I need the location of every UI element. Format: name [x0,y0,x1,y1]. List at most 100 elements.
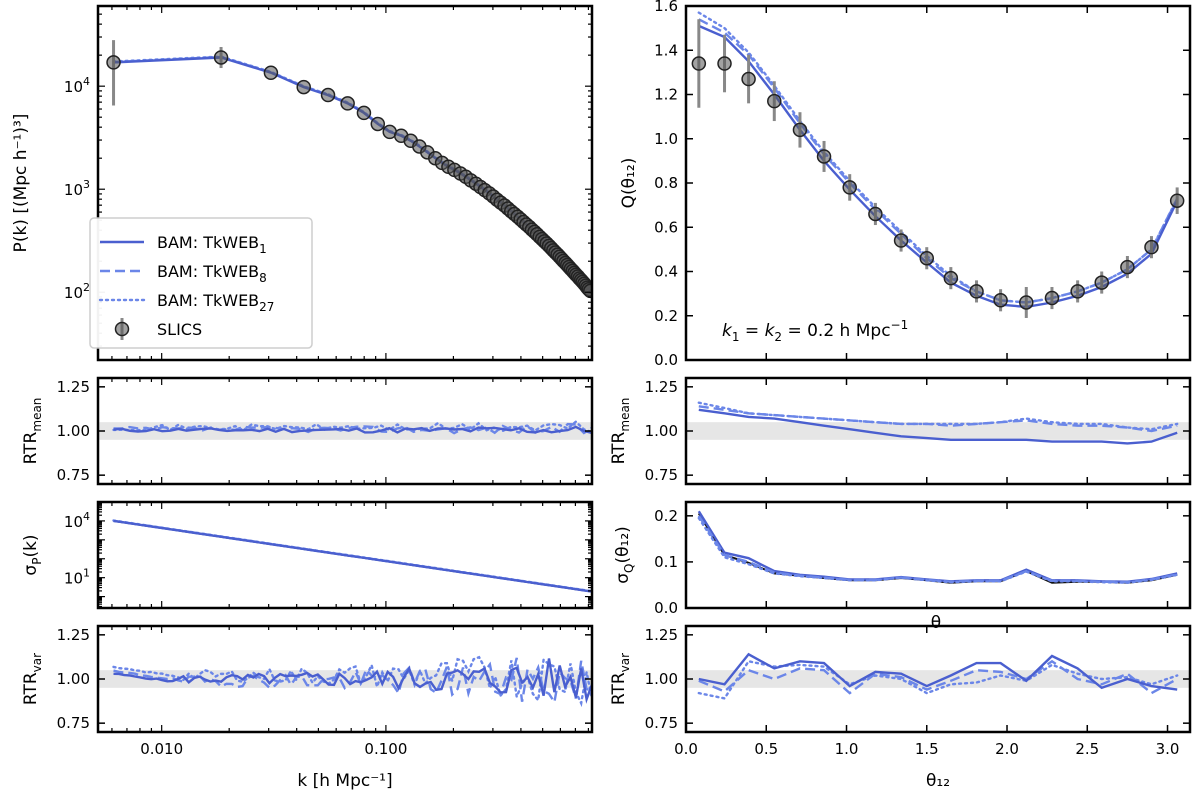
slics-point [106,55,121,70]
slics-point [842,180,857,195]
x-tick-label: 1.0 [835,740,859,758]
legend-label: BAM: TkWEB8 [157,262,267,285]
slics-point [816,149,832,164]
slics-point [356,105,372,121]
slics-point [340,96,355,111]
slics-point [691,56,707,71]
y-tick-label: 1.6 [654,0,678,15]
y-tick-label: 0.75 [57,466,90,484]
series-tkweb1 [113,425,592,435]
y-tick-label: 101 [64,567,90,588]
plot-area [98,420,592,440]
panel-q: 0.0 0.2 0.4 0.6 0.8 1.0 1.2 1.4 1.6 Q(θ₁₂) k1 = k2… [619,0,1192,369]
y-axis-label: RTRmean [609,398,632,465]
axes-frame [684,624,1192,734]
plot-area [112,519,592,593]
x-tick-label: 1.5 [915,740,939,758]
y-tick-label: 0.1 [654,553,678,571]
x-tick-label: 0.5 [754,740,778,758]
series-tkweb1 [113,519,592,593]
series-bam--tkweb8 [698,659,1178,695]
y-tick-label: 0.75 [645,714,678,732]
axes-frame [96,624,594,734]
y-tick-label: 1.25 [645,378,678,396]
panel-sigma_pk: 101 104 σP(k) [21,500,594,610]
y-tick-label: 1.00 [645,670,678,688]
series-tkweb1 [113,658,592,704]
slics-point [1144,239,1159,255]
y-tick-label: 1.25 [57,378,90,396]
slics-point [583,283,592,299]
panel-rtr_var_q: 0.75 1.00 1.25 RTRvar 0.0 0.5 1.0 1.5 2.0 2.5 3.0 θ… [609,624,1192,791]
series-bam--tkweb8 [698,405,1178,433]
slics-point [969,284,984,299]
y-tick-label: 1.00 [57,422,90,440]
annotation-k: k1 = k2 = 0.2 h Mpc−1 [722,318,908,344]
slics-point [993,293,1008,308]
y-tick-label: 1.25 [645,626,678,644]
y-tick-label: 0.6 [654,218,678,236]
axes-frame [684,4,1192,362]
y-tick-label: 0.0 [654,599,678,617]
slics-point [919,250,935,266]
axes-frame [684,376,1192,486]
series-tkweb8 [113,657,592,706]
tolerance-band [686,670,1190,688]
x-tick-label: 2.0 [995,740,1019,758]
panel-rtr_mean_q: 0.75 1.00 1.25 RTRmean [609,376,1192,486]
slics-point [1094,275,1109,290]
slics-point [1044,290,1060,306]
plot-area [686,652,1190,700]
axes-frame [96,500,594,610]
y-tick-label: 1.00 [57,670,90,688]
tolerance-band [686,422,1190,440]
stray-theta-label: θ [931,613,941,633]
y-tick-label: 0.2 [654,307,678,325]
slics-point [943,270,959,286]
y-axis-label: RTRvar [21,653,44,705]
x-axis-label: k [h Mpc⁻¹] [297,771,392,791]
x-axis-label: θ₁₂ [926,771,950,791]
x-tick-label: 0.010 [140,740,183,758]
y-tick-label: 1.25 [57,626,90,644]
legend-box [89,217,313,349]
y-axis-label: σP(k) [21,534,44,575]
slics-point [1019,295,1034,310]
plot-area [106,40,592,299]
series-bam--tkweb8 [698,18,1179,304]
slics-point [1120,259,1135,275]
series-bam--tkweb27 [697,516,1179,584]
slics-point [213,50,229,65]
x-tick-label: 0.0 [674,740,698,758]
plot-area [691,11,1185,318]
slics-point [893,233,909,248]
x-tick-label: 3.0 [1156,740,1180,758]
y-tick-label: 0.8 [654,174,678,192]
series-tkweb8 [113,422,592,435]
axes-frame [96,4,594,362]
legend-label: SLICS [157,320,202,339]
panel-rtr_var_k: 0.75 1.00 1.25 RTRvar 0.010 0.100 k [h Mpc⁻¹] [21,624,594,791]
slics-point [741,71,756,87]
x-tick-label: 2.5 [1075,740,1099,758]
series-bam--tkweb27 [697,11,1179,304]
y-tick-label: 103 [64,178,90,199]
x-tick-label: 0.100 [364,740,407,758]
y-tick-label: 1.4 [654,41,678,59]
y-axis-label: P(k) [(Mpc h⁻¹)³] [11,114,31,253]
y-tick-label: 1.0 [654,130,678,148]
plot-area [686,401,1190,445]
series-bam--tkweb1 [698,652,1178,691]
y-tick-label: 102 [64,281,90,302]
y-axis-label: σQ(θ₁₂) [613,526,636,584]
y-tick-label: 0.75 [645,466,678,484]
slics-point [868,206,883,222]
panel-rtr_mean_k: 0.75 1.00 1.25 RTRmean [21,376,594,486]
y-tick-label: 0.75 [57,714,90,732]
plot-area [697,510,1179,584]
slics-point [717,56,732,71]
axes-frame [96,376,594,486]
y-tick-label: 0.0 [654,351,678,369]
y-axis-label: Q(θ₁₂) [619,158,639,209]
